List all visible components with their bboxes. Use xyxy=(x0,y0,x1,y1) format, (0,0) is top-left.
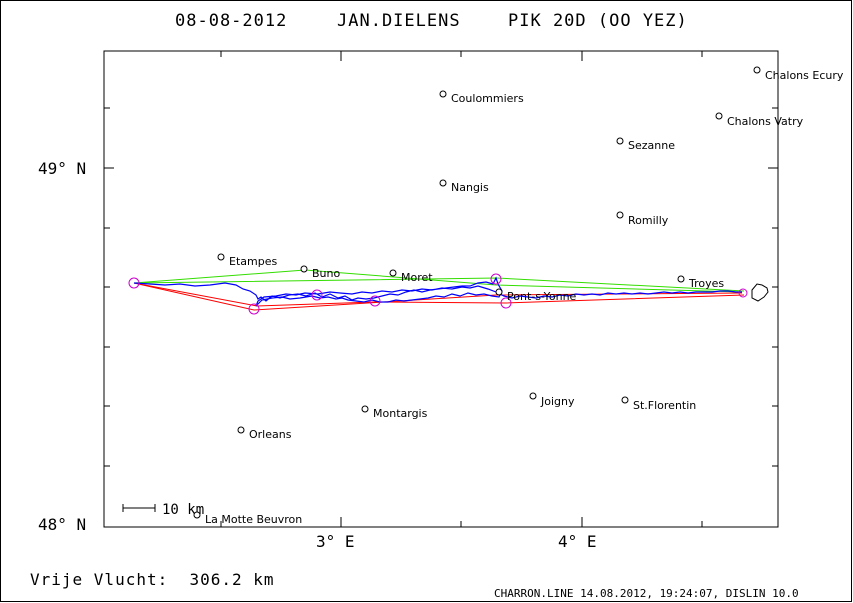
place-label: Chalons Vatry xyxy=(727,115,804,128)
place-label: Orleans xyxy=(249,428,292,441)
place-label: Coulommiers xyxy=(451,92,524,105)
place-pont-s-yonne: Pont-s-Yonne xyxy=(495,288,577,303)
task-line-green xyxy=(133,269,743,293)
place-label: La Motte Beuvron xyxy=(205,513,302,526)
place-coulommiers: Coulommiers xyxy=(439,90,524,105)
place-label: Troyes xyxy=(688,277,724,290)
scale-bar-label: 10 km xyxy=(162,502,204,518)
turnpoint-5 xyxy=(500,297,512,309)
flight-track xyxy=(133,276,742,307)
place-marker xyxy=(439,90,447,98)
place-label: Pont-s-Yonne xyxy=(507,290,577,303)
pilot-name: JAN.DIELENS xyxy=(337,11,461,31)
place-marker xyxy=(237,426,245,434)
glider-name: PIK 20D (OO YEZ) xyxy=(508,11,688,31)
task-line-green-2 xyxy=(133,277,745,292)
map-frame xyxy=(103,50,779,528)
place-moret: Moret xyxy=(389,269,433,284)
place-marker xyxy=(495,288,503,296)
place-marker xyxy=(529,392,537,400)
place-marker xyxy=(616,137,624,145)
turnpoints xyxy=(128,273,748,315)
lat-label-49: 49° N xyxy=(38,159,86,178)
place-etampes: Etampes xyxy=(217,253,277,268)
render-credit: CHARRON.LINE 14.08.2012, 19:24:07, DISLI… xyxy=(494,587,799,600)
place-marker xyxy=(217,253,225,261)
turnpoint-1 xyxy=(248,303,260,315)
place-label: Romilly xyxy=(628,214,669,227)
task-lines xyxy=(133,269,745,311)
place-marker xyxy=(193,511,201,519)
place-label: Chalons Ecury xyxy=(765,69,844,82)
turnpoint-2 xyxy=(311,289,323,301)
place-sezanne: Sezanne xyxy=(616,137,675,152)
place-marker xyxy=(300,265,308,273)
place-marker xyxy=(439,179,447,187)
turnpoint-3 xyxy=(369,295,381,307)
turnpoint-4 xyxy=(490,273,502,285)
place-label: Etampes xyxy=(229,255,277,268)
place-chalons-ecury: Chalons Ecury xyxy=(753,66,844,82)
scale-bar: 10 km xyxy=(122,502,204,518)
place-label: Buno xyxy=(312,267,340,280)
turnpoint-start xyxy=(128,277,140,289)
place-montargis: Montargis xyxy=(361,405,428,420)
turnpoint-finish xyxy=(738,288,748,298)
place-st-florentin: St.Florentin xyxy=(621,396,696,412)
lon-label-4: 4° E xyxy=(558,532,597,551)
place-chalons-vatry: Chalons Vatry xyxy=(715,112,804,128)
place-orleans: Orleans xyxy=(237,426,292,441)
place-troyes: Troyes xyxy=(677,275,724,290)
place-label: Montargis xyxy=(373,407,428,420)
place-marker xyxy=(361,405,369,413)
places: Chalons Ecury Coulommiers Chalons Vatry … xyxy=(193,66,844,526)
task-line-red-2 xyxy=(133,282,745,307)
place-romilly: Romilly xyxy=(616,211,669,227)
flight-date: 08-08-2012 xyxy=(175,11,287,31)
airfield-outline xyxy=(751,283,769,302)
place-label: Moret xyxy=(401,271,433,284)
place-label: Joigny xyxy=(540,395,575,408)
place-marker xyxy=(677,275,685,283)
place-buno: Buno xyxy=(300,265,340,280)
place-label: Nangis xyxy=(451,181,489,194)
place-marker xyxy=(753,66,761,74)
place-label: St.Florentin xyxy=(633,399,696,412)
distance-summary: Vrije Vlucht: 306.2 km xyxy=(30,570,275,589)
place-marker xyxy=(621,396,629,404)
lat-label-48: 48° N xyxy=(38,515,86,534)
lon-label-3: 3° E xyxy=(316,532,355,551)
axis-ticks xyxy=(104,51,778,527)
place-marker xyxy=(616,211,624,219)
place-la-motte-beuvron: La Motte Beuvron xyxy=(193,511,302,526)
place-marker xyxy=(389,269,397,277)
place-marker xyxy=(715,112,723,120)
place-label: Sezanne xyxy=(628,139,675,152)
place-joigny: Joigny xyxy=(529,392,575,408)
place-nangis: Nangis xyxy=(439,179,489,194)
